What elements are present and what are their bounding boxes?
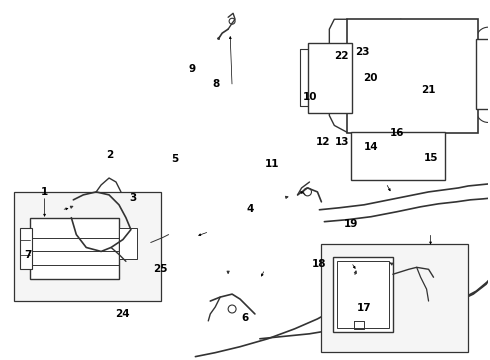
Text: 23: 23 [355, 47, 370, 57]
Ellipse shape [405, 100, 416, 109]
Ellipse shape [383, 78, 395, 87]
Bar [30, 218, 119, 279]
Text: 18: 18 [312, 258, 326, 269]
Text: 16: 16 [390, 128, 404, 138]
Circle shape [364, 36, 370, 42]
Circle shape [364, 58, 370, 64]
Ellipse shape [361, 57, 373, 66]
Bar [308, 43, 352, 113]
Circle shape [476, 27, 490, 51]
Ellipse shape [361, 100, 373, 109]
Bar [351, 132, 445, 180]
Text: 15: 15 [424, 153, 439, 163]
Circle shape [408, 102, 414, 108]
Circle shape [476, 99, 490, 122]
Circle shape [364, 102, 370, 108]
Text: 6: 6 [242, 313, 248, 323]
Circle shape [386, 36, 392, 42]
Bar [337, 261, 389, 328]
Text: 10: 10 [302, 92, 317, 102]
Text: 25: 25 [153, 264, 168, 274]
Ellipse shape [383, 100, 395, 109]
Circle shape [228, 305, 236, 313]
Circle shape [386, 58, 392, 64]
Text: 8: 8 [212, 79, 220, 89]
Bar [333, 257, 393, 332]
Ellipse shape [427, 35, 439, 44]
Bar [14, 192, 161, 301]
Bar [20, 228, 32, 269]
Circle shape [408, 36, 414, 42]
Text: 17: 17 [357, 303, 371, 313]
Bar [347, 19, 478, 133]
Text: 22: 22 [334, 51, 348, 62]
Circle shape [430, 36, 436, 42]
Bar [476, 39, 490, 109]
Circle shape [430, 102, 436, 108]
Text: 11: 11 [265, 158, 279, 168]
Ellipse shape [405, 35, 416, 44]
Ellipse shape [427, 100, 439, 109]
Text: 12: 12 [316, 137, 330, 147]
Ellipse shape [427, 78, 439, 87]
Ellipse shape [383, 35, 395, 44]
Text: 19: 19 [344, 219, 358, 229]
Text: 2: 2 [106, 150, 114, 160]
Ellipse shape [361, 35, 373, 44]
Bar [321, 244, 468, 352]
Text: 3: 3 [129, 193, 137, 203]
Circle shape [408, 80, 414, 86]
Circle shape [430, 80, 436, 86]
Text: 9: 9 [188, 64, 196, 74]
Text: 20: 20 [363, 73, 378, 83]
Text: 4: 4 [246, 204, 253, 214]
Ellipse shape [383, 57, 395, 66]
Text: 24: 24 [115, 309, 130, 319]
Circle shape [86, 228, 96, 238]
Ellipse shape [405, 57, 416, 66]
Circle shape [86, 242, 96, 251]
Circle shape [408, 58, 414, 64]
Ellipse shape [405, 78, 416, 87]
Text: 14: 14 [364, 142, 379, 152]
Circle shape [430, 58, 436, 64]
Text: 13: 13 [335, 137, 349, 147]
Circle shape [364, 80, 370, 86]
Ellipse shape [361, 78, 373, 87]
Text: 5: 5 [171, 154, 178, 164]
Ellipse shape [427, 57, 439, 66]
Circle shape [386, 102, 392, 108]
Text: 1: 1 [41, 187, 49, 197]
Circle shape [229, 18, 235, 24]
Text: 21: 21 [421, 85, 436, 95]
Bar [119, 228, 137, 260]
Text: 7: 7 [24, 250, 32, 260]
Circle shape [386, 80, 392, 86]
Circle shape [153, 234, 161, 242]
